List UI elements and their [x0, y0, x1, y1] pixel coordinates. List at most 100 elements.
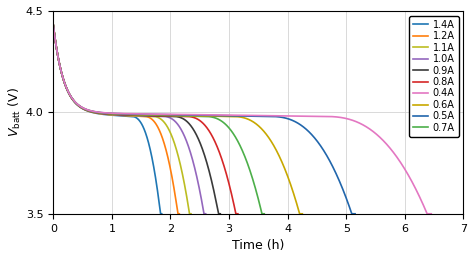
Line: 0.8A: 0.8A: [53, 25, 238, 214]
1.1A: [158, 117, 164, 120]
0.9A: [218, 212, 223, 215]
X-axis label: Time (h): Time (h): [232, 239, 284, 252]
0.5A: [173, 113, 178, 116]
1.4A: [158, 212, 164, 215]
1.1A: [187, 212, 192, 215]
0.7A: [259, 212, 265, 215]
0.8A: [69, 97, 75, 100]
0.7A: [50, 24, 56, 27]
0.5A: [258, 115, 264, 118]
1.0A: [66, 92, 72, 95]
0.8A: [177, 115, 183, 118]
0.8A: [198, 120, 203, 123]
0.9A: [50, 24, 56, 27]
0.6A: [249, 120, 255, 123]
1.0A: [201, 212, 207, 215]
Line: 0.6A: 0.6A: [53, 25, 302, 214]
0.5A: [50, 24, 56, 27]
1.1A: [106, 113, 112, 116]
0.4A: [89, 110, 95, 113]
1.0A: [112, 113, 118, 116]
Line: 0.9A: 0.9A: [53, 25, 220, 214]
0.4A: [217, 113, 223, 117]
0.6A: [297, 212, 303, 215]
1.2A: [64, 86, 69, 89]
0.4A: [203, 113, 209, 116]
1.2A: [149, 117, 155, 120]
0.7A: [143, 113, 149, 117]
0.4A: [428, 212, 434, 215]
0.5A: [286, 117, 292, 120]
0.7A: [136, 113, 141, 116]
0.4A: [345, 117, 351, 120]
0.6A: [50, 24, 56, 27]
Line: 0.4A: 0.4A: [53, 25, 431, 214]
1.4A: [125, 115, 130, 118]
1.0A: [155, 115, 161, 118]
0.7A: [261, 212, 267, 215]
0.5A: [291, 120, 297, 123]
0.9A: [67, 94, 73, 97]
1.0A: [169, 117, 175, 120]
Y-axis label: $V_\mathrm{batt}$ (V): $V_\mathrm{batt}$ (V): [7, 88, 23, 137]
1.1A: [50, 24, 56, 27]
0.5A: [183, 113, 189, 117]
Line: 0.5A: 0.5A: [53, 25, 355, 214]
0.9A: [181, 117, 186, 120]
0.4A: [425, 212, 430, 215]
0.4A: [352, 120, 358, 123]
0.6A: [151, 113, 157, 116]
0.8A: [194, 117, 200, 120]
0.5A: [352, 212, 358, 215]
1.2A: [137, 115, 143, 118]
1.0A: [50, 24, 56, 27]
1.2A: [151, 120, 156, 123]
Line: 1.4A: 1.4A: [53, 25, 162, 214]
Line: 1.1A: 1.1A: [53, 25, 191, 214]
0.7A: [195, 115, 201, 118]
0.7A: [219, 120, 225, 123]
1.0A: [118, 113, 123, 116]
0.6A: [160, 113, 166, 117]
0.9A: [184, 120, 190, 123]
0.4A: [310, 115, 316, 118]
1.2A: [176, 212, 182, 215]
0.5A: [349, 212, 355, 215]
Line: 0.7A: 0.7A: [53, 25, 264, 214]
Line: 1.2A: 1.2A: [53, 25, 179, 214]
0.8A: [125, 113, 131, 116]
Line: 1.0A: 1.0A: [53, 25, 206, 214]
0.6A: [221, 115, 227, 118]
1.2A: [106, 113, 112, 116]
0.8A: [50, 24, 56, 27]
1.4A: [94, 112, 100, 115]
0.5A: [81, 107, 87, 110]
1.1A: [188, 212, 194, 215]
1.0A: [203, 212, 209, 215]
1.1A: [111, 113, 117, 116]
0.7A: [215, 117, 220, 120]
1.4A: [137, 120, 143, 123]
0.4A: [50, 24, 56, 27]
1.1A: [145, 115, 151, 118]
0.6A: [76, 104, 82, 107]
0.7A: [72, 100, 78, 103]
1.2A: [101, 113, 107, 116]
1.4A: [50, 24, 56, 27]
0.8A: [235, 212, 241, 215]
0.9A: [216, 212, 221, 215]
0.9A: [118, 113, 124, 116]
1.1A: [160, 120, 166, 123]
1.1A: [64, 89, 70, 92]
0.6A: [245, 117, 250, 120]
0.6A: [300, 212, 305, 215]
1.2A: [175, 212, 181, 215]
1.0A: [172, 120, 178, 123]
1.4A: [135, 117, 141, 120]
0.8A: [233, 212, 239, 215]
Legend: 1.4A, 1.2A, 1.1A, 1.0A, 0.9A, 0.8A, 0.4A, 0.6A, 0.5A, 0.7A: 1.4A, 1.2A, 1.1A, 1.0A, 0.9A, 0.8A, 0.4A…: [410, 16, 459, 137]
1.4A: [159, 212, 164, 215]
1.4A: [98, 112, 104, 116]
0.8A: [132, 113, 137, 117]
1.4A: [62, 81, 67, 84]
